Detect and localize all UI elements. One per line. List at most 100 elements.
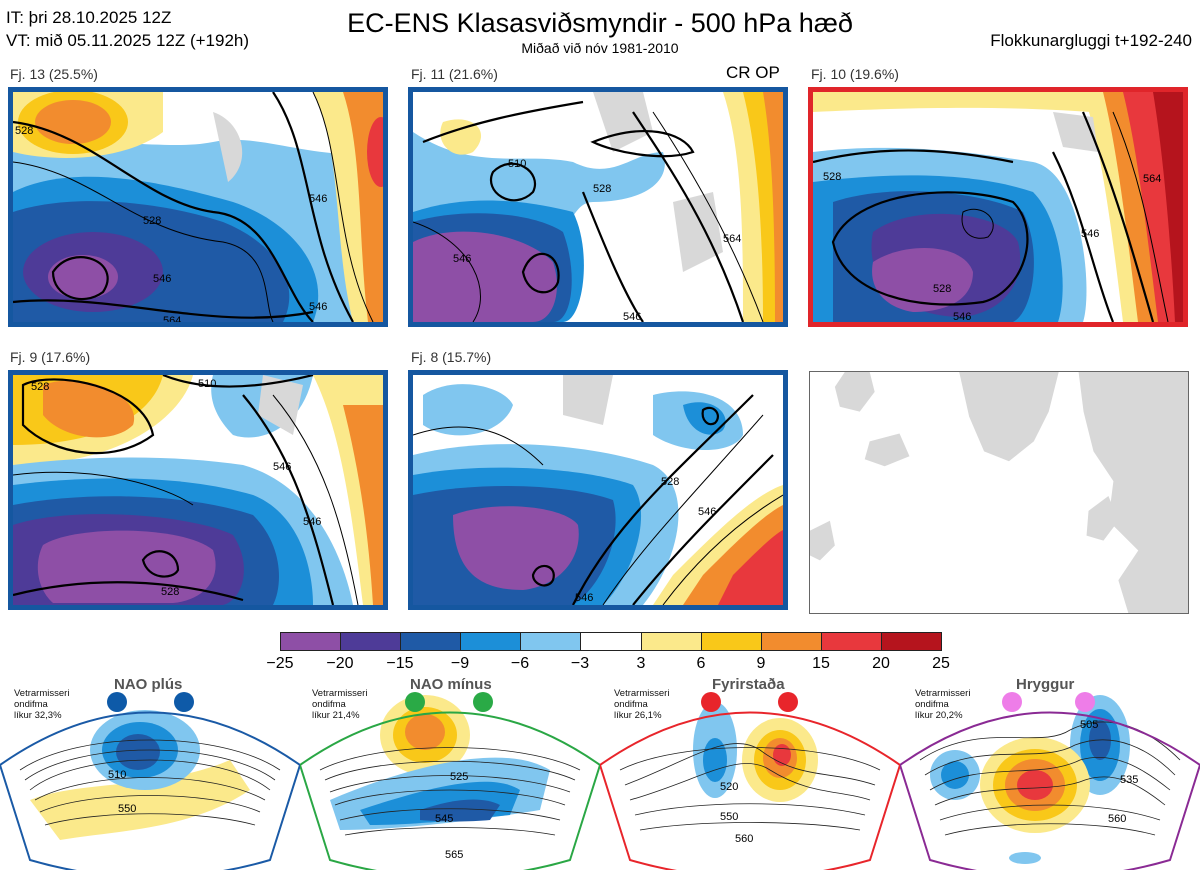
contour-label: 546 (453, 253, 471, 265)
colorbar-tick: −3 (570, 655, 590, 672)
contour-label: 560 (735, 833, 753, 845)
anomaly-map: 528 546 564 546 (413, 375, 783, 605)
contour-label: 546 (309, 193, 327, 205)
regime-dot (174, 692, 194, 712)
regime-map-blocking[interactable]: 520 550 560 (600, 680, 900, 870)
panel-label-5: Fj. 8 (15.7%) (411, 349, 492, 365)
contour-label: 528 (15, 125, 33, 137)
regime-name: NAO plús (114, 676, 183, 693)
contour-label: 560 (1108, 813, 1126, 825)
contour-label: 510 (198, 378, 216, 390)
contour-label: 505 (1080, 719, 1098, 731)
page-subtitle: Miðað við nóv 1981-2010 (521, 40, 679, 56)
contour-label: 565 (445, 849, 463, 861)
contour-label: 564 (723, 233, 741, 245)
cluster-map-panel[interactable]: 510 528 528 546 546 564 (8, 370, 388, 610)
anomaly-map: 528 528 546 546 564 (813, 92, 1183, 322)
cluster-map-panel[interactable]: 528 528 546 546 564 (808, 87, 1188, 327)
panel-label-4: Fj. 9 (17.6%) (10, 349, 91, 365)
contour-label: 528 (933, 283, 951, 295)
colorbar-tick: −25 (266, 655, 294, 672)
regime-fan-map: 525 545 565 (300, 685, 600, 870)
contour-label: 546 (575, 592, 593, 604)
regime-name: NAO mínus (410, 676, 492, 693)
contour-label: 546 (953, 311, 971, 322)
contour-label: 535 (1120, 774, 1138, 786)
contour-label: 528 (661, 476, 679, 488)
colorbar-swatch (701, 633, 762, 650)
regime-dot (473, 692, 493, 712)
contour-label: 528 (593, 183, 611, 195)
regime-name: Hryggur (1016, 676, 1075, 693)
panel-label-3: Fj. 10 (19.6%) (811, 66, 899, 82)
colorbar-tick: 20 (872, 655, 890, 672)
regime-note: Vetrarmisseri ondifma líkur 32,3% (14, 688, 70, 721)
contour-label: 550 (118, 803, 136, 815)
contour-label: 520 (720, 781, 738, 793)
cluster-map-panel[interactable]: 510 528 546 564 546 (408, 87, 788, 327)
regime-fan-map: 520 550 560 (600, 685, 900, 870)
landmass-map (810, 372, 1188, 613)
regime-map-nao-minus[interactable]: 525 545 565 (300, 680, 600, 870)
page-title: EC-ENS Klasasviðsmyndir - 500 hPa hæð (347, 8, 853, 38)
contour-label: 528 (31, 381, 49, 393)
regime-name: Fyrirstaða (712, 676, 785, 693)
cluster-map-panel[interactable]: 528 546 564 528 546 546 (8, 87, 388, 327)
colorbar-swatch (281, 633, 342, 650)
colorbar-swatch (521, 633, 582, 650)
regime-dot (1075, 692, 1095, 712)
colorbar-tick: 3 (636, 655, 646, 672)
colorbar-tick: 25 (932, 655, 950, 672)
anomaly-map: 510 528 528 546 546 564 (13, 375, 383, 605)
classification-window: Flokkunargluggi t+192-240 (990, 31, 1192, 50)
colorbar-swatch (821, 633, 882, 650)
colorbar-tick: 9 (756, 655, 766, 672)
panel-label-2: Fj. 11 (21.6%) (411, 66, 498, 82)
contour-label: 510 (508, 158, 526, 170)
colorbar-tick: −6 (510, 655, 530, 672)
colorbar-tick: 6 (696, 655, 706, 672)
regime-dot (107, 692, 127, 712)
colorbar-tick: −9 (450, 655, 470, 672)
contour-label: 546 (1081, 228, 1099, 240)
contour-label: 525 (450, 771, 468, 783)
panel-label-1: Fj. 13 (25.5%) (10, 66, 98, 82)
contour-label: 528 (143, 215, 161, 227)
contour-label: 546 (309, 301, 327, 313)
anomaly-map: 510 528 546 564 546 (413, 92, 783, 322)
regime-dot (1002, 692, 1022, 712)
colorbar-swatch (881, 633, 942, 650)
regime-note: Vetrarmisseri ondifma líkur 21,4% (312, 688, 368, 721)
contour-label: 546 (623, 311, 641, 322)
contour-label: 546 (273, 461, 291, 473)
contour-label: 510 (108, 769, 126, 781)
colorbar-tick: 15 (812, 655, 830, 672)
contour-label: 546 (698, 506, 716, 518)
regime-note: Vetrarmisseri ondifma líkur 20,2% (915, 688, 971, 721)
colorbar-tick: −20 (326, 655, 354, 672)
regime-fan-map: 505 535 560 (900, 685, 1200, 870)
cluster-map-panel[interactable]: 528 546 564 546 (408, 370, 788, 610)
regime-map-ridge[interactable]: 505 535 560 (900, 680, 1200, 870)
contour-label: 550 (720, 811, 738, 823)
anomaly-colorbar (280, 632, 942, 651)
contour-label: 528 (161, 586, 179, 598)
contour-label: 545 (435, 813, 453, 825)
contour-label: 546 (153, 273, 171, 285)
initial-time: IT: þri 28.10.2025 12Z (6, 8, 172, 27)
regime-dot (701, 692, 721, 712)
cr-op-label: CR OP (726, 63, 780, 82)
valid-time: VT: mið 05.11.2025 12Z (+192h) (6, 31, 250, 50)
header-times: IT: þri 28.10.2025 12Z VT: mið 05.11.202… (6, 6, 249, 52)
colorbar-swatch (341, 633, 402, 650)
reference-map-panel (809, 371, 1189, 614)
contour-label: 546 (303, 516, 321, 528)
colorbar-tick: −15 (386, 655, 414, 672)
contour-label: 528 (823, 171, 841, 183)
anomaly-map: 528 546 564 528 546 546 (13, 92, 383, 322)
contour-label: 564 (1143, 173, 1161, 185)
contour-label: 564 (163, 315, 181, 322)
colorbar-swatch (401, 633, 462, 650)
colorbar-swatch (641, 633, 702, 650)
regime-dot (405, 692, 425, 712)
